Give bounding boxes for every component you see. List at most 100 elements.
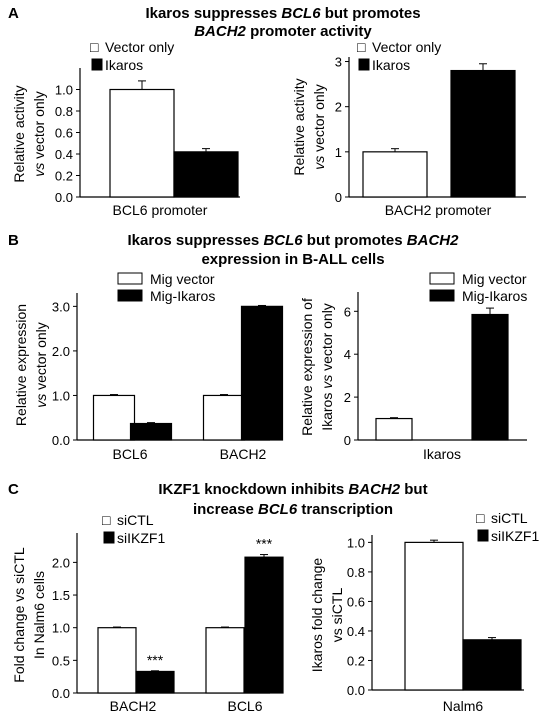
legend-swatch: [103, 531, 115, 544]
text-segment: transcription: [297, 501, 393, 518]
y-tick-label: 1.0: [52, 388, 70, 403]
bar: [129, 422, 173, 441]
panel-letter: C: [8, 481, 19, 498]
legend-swatch: [358, 58, 370, 71]
legend-marker: □: [357, 39, 366, 55]
legend-label: Mig-Ikaros: [462, 288, 527, 304]
bar: [205, 627, 245, 694]
text-segment: Relative expression of: [299, 298, 315, 436]
y-axis-label-line: vs vector only: [33, 322, 49, 408]
bar: [109, 88, 175, 198]
x-category-label: Nalm6: [443, 698, 484, 714]
bar: [450, 69, 516, 198]
y-axis-label-line: Ikaros fold change: [309, 558, 325, 673]
y-axis-label-line: Fold change vs siCTL: [11, 547, 27, 683]
y-axis-label: Relative expression vs vector only: [13, 304, 49, 426]
panel-a-header: A Ikaros suppresses BCL6 but promotesBACH…: [8, 5, 421, 40]
y-tick-label: 0.6: [347, 594, 365, 609]
bar: [92, 394, 136, 441]
x-category-label: BCL6 promoter: [113, 202, 208, 218]
bar: [471, 313, 509, 441]
y-axis-label-line: vs vector only: [31, 91, 47, 177]
y-tick-label: 0.5: [52, 653, 70, 668]
text-segment: vector only: [319, 303, 335, 375]
legend-label: Mig vector: [462, 271, 527, 287]
text-segment: promoter activity: [246, 23, 373, 40]
y-axis-label-line: Relative expression of: [299, 298, 315, 436]
y-tick-label: 3: [335, 55, 342, 70]
text-segment: In Nalm6 cells: [31, 571, 47, 659]
text-segment: but: [400, 481, 428, 498]
bar: [375, 417, 413, 441]
legend: □ Vector only Ikaros: [90, 39, 174, 73]
panel-title-line: Ikaros suppresses BCL6 but promotes: [145, 5, 420, 22]
y-axis-label: Relative activity vs vector only: [11, 85, 47, 182]
text-segment: expression in B-ALL cells: [201, 251, 384, 268]
legend-label: siCTL: [491, 510, 528, 526]
text-segment: BCL6: [263, 232, 303, 249]
text-segment: but promotes: [321, 5, 421, 22]
text-segment: Ikaros: [319, 389, 335, 431]
text-segment: vector only: [31, 91, 47, 163]
y-axis-label-line: vs siCTL: [329, 588, 345, 643]
bar: [97, 627, 137, 694]
legend-swatch: [429, 272, 455, 285]
y-tick-label: 0.8: [347, 565, 365, 580]
y-tick-label: 0.2: [55, 169, 73, 184]
y-tick-label: 0.6: [55, 126, 73, 141]
chart-6: 0.0 0.2 0.4 0.6 0.8 1.0 Nalm6 Ikaros fold chang…: [309, 510, 539, 714]
chart-1: 0.0 0.2 0.4 0.6 0.8 1.0 BCL6 promoter Relative …: [11, 39, 240, 218]
bar: [202, 394, 246, 441]
bar: [362, 151, 428, 198]
y-axis-label-line: Relative activity: [11, 85, 27, 182]
y-tick-label: 0: [335, 190, 342, 205]
text-segment: Ikaros suppresses: [145, 5, 281, 22]
x-category-label: BCL6: [112, 446, 147, 462]
bar: [240, 305, 284, 441]
bar: [173, 151, 239, 198]
legend-label: Vector only: [372, 39, 441, 55]
panel-title-line: Ikaros suppresses BCL6 but promotes BACH…: [128, 232, 460, 249]
y-tick-label: 2: [344, 390, 351, 405]
legend-label: Ikaros: [105, 57, 143, 73]
x-category-label: BACH2 promoter: [385, 202, 492, 218]
text-segment: vector only: [33, 322, 49, 394]
y-axis-label: Relative expression of Ikaros vs vector o…: [299, 298, 335, 436]
y-tick-label: 6: [344, 304, 351, 319]
legend-swatch: [429, 289, 455, 302]
text-segment: Ikaros suppresses: [128, 232, 264, 249]
text-segment: vs: [33, 394, 49, 408]
panel-letter: A: [8, 5, 19, 22]
text-segment: vector only: [311, 84, 327, 156]
y-tick-label: 0.2: [347, 653, 365, 668]
chart-5: 0.0 0.5 1.0 1.5 2.0 *** BACH2 *** BCL6 Fold chang…: [11, 512, 284, 714]
text-segment: vs: [319, 375, 335, 389]
legend-swatch: [91, 58, 103, 71]
panel-b-header: B Ikaros suppresses BCL6 but promotes BAC…: [8, 232, 459, 268]
y-tick-label: 0.0: [52, 433, 70, 448]
legend-label: siIKZF1: [491, 528, 539, 544]
panel-title-line: BACH2 promoter activity: [194, 23, 372, 40]
legend-marker: □: [90, 39, 99, 55]
legend-label: Ikaros: [372, 57, 410, 73]
y-axis-label-line: Ikaros vs vector only: [319, 303, 335, 431]
panel-title-line: increase BCL6 transcription: [193, 501, 393, 518]
panel-c-header: C IKZF1 knockdown inhibits BACH2 but incre…: [8, 481, 428, 518]
legend-label: Mig vector: [150, 271, 215, 287]
legend-label: siIKZF1: [117, 530, 165, 546]
significance-label: ***: [147, 652, 164, 668]
y-tick-label: 3.0: [52, 299, 70, 314]
x-category-label: Ikaros: [423, 446, 461, 462]
y-tick-label: 4: [344, 347, 351, 362]
x-category-label: BCL6: [227, 698, 262, 714]
text-segment: Relative expression: [13, 304, 29, 426]
text-segment: BCL6: [258, 501, 298, 518]
y-tick-label: 0.4: [347, 624, 365, 639]
text-segment: vs: [31, 163, 47, 177]
legend: □ siCTL siIKZF1: [476, 510, 539, 544]
significance-label: ***: [256, 536, 273, 552]
